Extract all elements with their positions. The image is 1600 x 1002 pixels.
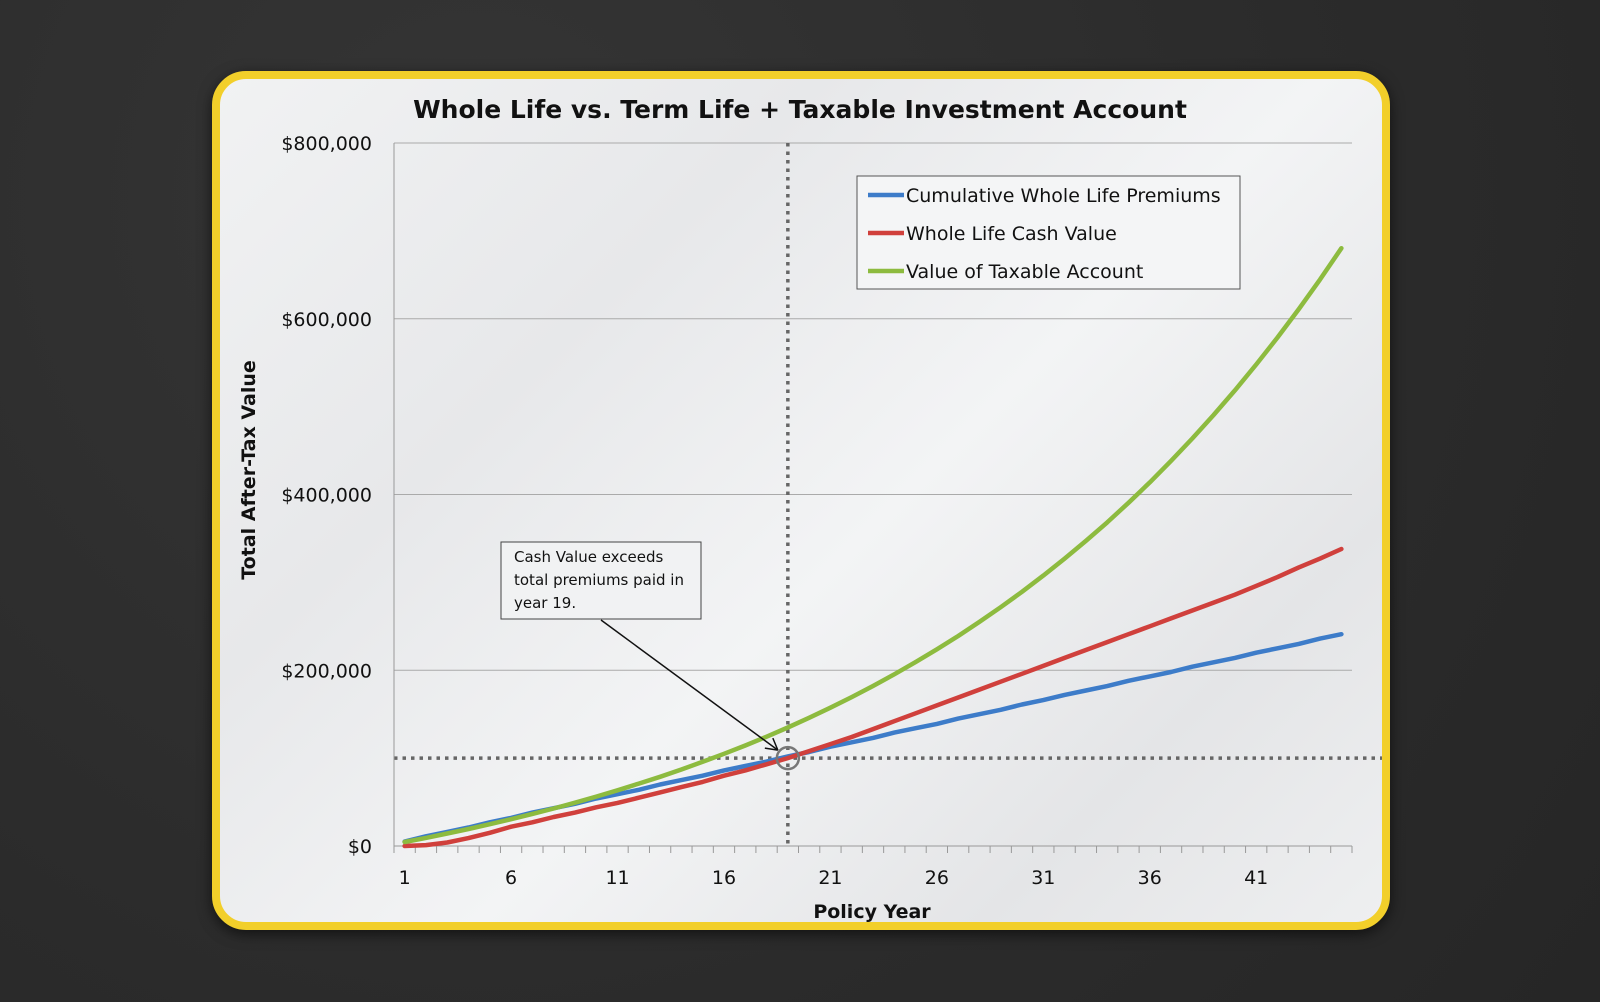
annotation-box: [500, 541, 702, 620]
x-tick-label: 6: [505, 867, 517, 889]
chart-title: Whole Life vs. Term Life + Taxable Inves…: [413, 95, 1187, 124]
y-axis-title: Total After-Tax Value: [238, 360, 260, 580]
y-tick-label: $800,000: [281, 133, 372, 155]
x-tick-label: 11: [605, 867, 629, 889]
y-tick-label: $400,000: [281, 485, 372, 507]
gridlines: [394, 142, 1352, 671]
series-line-3: [402, 245, 1344, 845]
legend-label-3: Value of Taxable Account: [906, 261, 1143, 283]
x-tick-label: 1: [399, 867, 411, 889]
x-tick-label: 26: [925, 867, 949, 889]
legend: Cumulative Whole Life Premiums Whole Life…: [856, 175, 1241, 290]
legend-box: [856, 175, 1241, 290]
y-tick-label: $0: [348, 836, 372, 858]
reference-lines: [394, 143, 1382, 846]
series-line-2: [402, 546, 1344, 849]
crossover-marker: [775, 745, 801, 771]
annotation-line-1: Cash Value exceeds: [514, 548, 664, 566]
legend-label-2: Whole Life Cash Value: [906, 223, 1117, 245]
x-tick-label: 21: [818, 867, 842, 889]
y-tick-label: $600,000: [281, 309, 372, 331]
x-axis-title: Policy Year: [813, 901, 931, 923]
annotation-line-3: year 19.: [514, 594, 576, 612]
x-tick-label: 36: [1138, 867, 1162, 889]
y-tick-label: $200,000: [281, 660, 372, 682]
annotation-arrow: [600, 619, 779, 751]
annotation-line-2: total premiums paid in: [514, 571, 684, 589]
x-tick-label: 31: [1031, 867, 1055, 889]
arrow-head-icon: [764, 737, 779, 751]
legend-label-1: Cumulative Whole Life Premiums: [906, 185, 1221, 207]
x-tick-label: 41: [1244, 867, 1268, 889]
x-tick-label: 16: [712, 867, 736, 889]
series-lines: [402, 245, 1344, 849]
annotation: Cash Value exceeds total premiums paid i…: [500, 541, 779, 751]
